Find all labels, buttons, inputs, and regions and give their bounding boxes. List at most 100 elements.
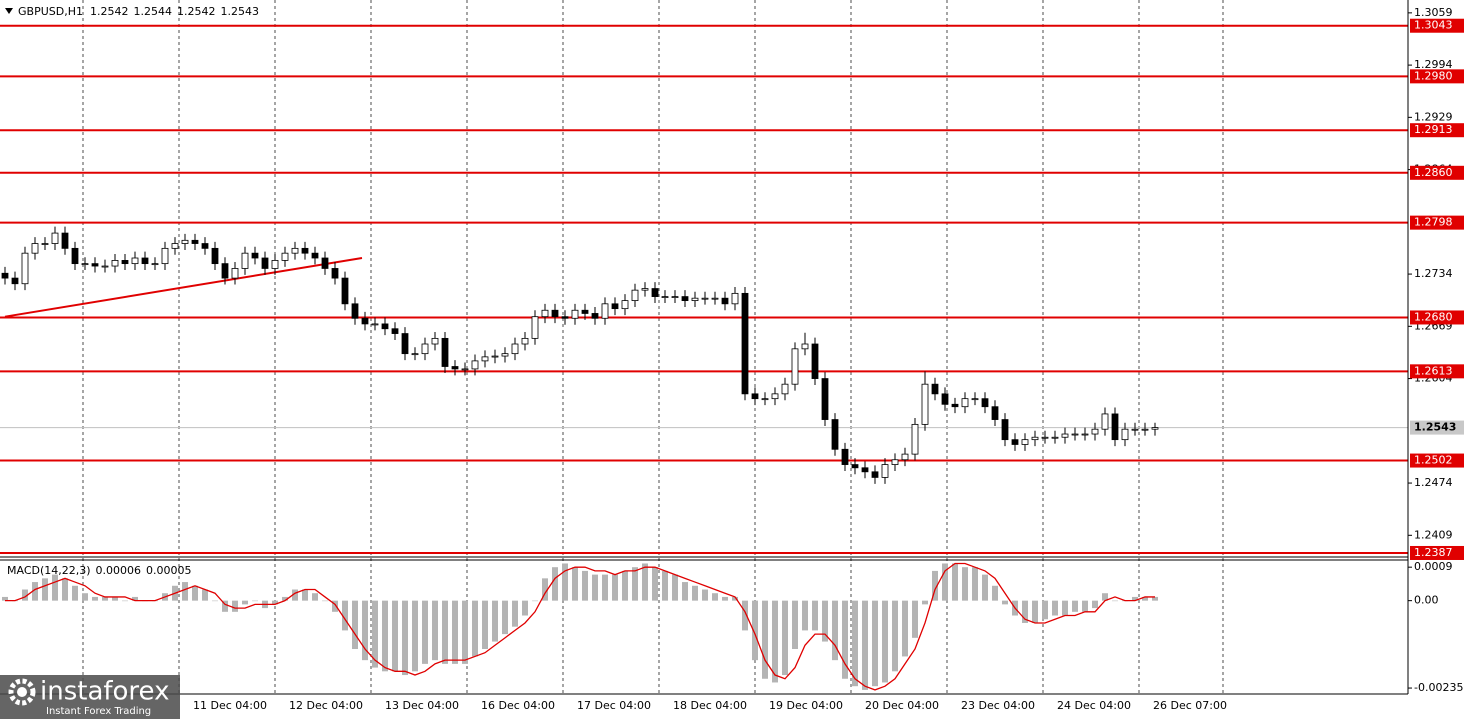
candle-body [51,232,59,244]
candle-body [511,343,519,355]
x-tick-label: 16 Dec 04:00 [481,699,555,712]
macd-bar [652,567,658,601]
candle-body [771,393,779,400]
macd-bar [1052,600,1058,616]
macd-bar [132,596,138,601]
macd-bar [682,582,688,601]
macd-bar [862,600,868,690]
candle-body [191,239,199,244]
candle-body [661,296,669,298]
candle-body [741,292,749,395]
candle-body [1151,427,1159,430]
macd-bar [382,600,388,672]
x-tick-label: 26 Dec 07:00 [1153,699,1227,712]
current-price-box [1410,420,1464,435]
candle-body [951,403,959,408]
candle-body [281,252,289,261]
candle-body [481,356,489,362]
macd-bar [622,570,628,601]
macd-header: MACD(14,22,3) 0.00006 0.00005 [7,564,192,577]
symbol: GBPUSD,H1 [18,5,83,18]
candle-body [631,289,639,302]
macd-bar [312,593,318,601]
candle-body [751,393,759,400]
candle-body [321,257,329,269]
candle-body [231,268,239,279]
candle-body [651,288,659,297]
candle-body [381,323,389,330]
candle-body [161,247,169,265]
trend-line [4,257,363,318]
macd-bar [282,596,288,601]
candle-body [1081,433,1089,436]
y-tick-label: 1.3059 [1414,6,1453,19]
macd-bar [592,574,598,601]
candle-body [621,300,629,310]
macd-bar [1072,600,1078,612]
candle-body [1121,428,1129,441]
candle-body [491,355,499,358]
candle-body [801,343,809,350]
candle-body [61,232,69,249]
candle-body [1131,428,1139,431]
candle-body [1061,433,1069,438]
candle-body [111,260,119,267]
candle-body [921,383,929,425]
macd-bar [452,600,458,664]
macd-bar [852,600,858,687]
macd-bar [532,600,538,602]
candle-body [91,263,99,267]
candle-body [971,398,979,401]
candle-body [811,343,819,379]
macd-bar [1022,600,1028,623]
macd-bar [222,600,228,612]
candle-body [531,316,539,339]
candle-body [391,328,399,334]
candle-body [1101,413,1109,430]
level-label: 1.2613 [1414,364,1453,377]
macd-bar [702,589,708,601]
candle-body [681,296,689,302]
candle-body [401,333,409,355]
macd-bar [752,600,758,661]
macd-bar [982,574,988,601]
level-label-box [1410,123,1464,138]
macd-bar [972,567,978,601]
logo-gear [8,678,36,706]
macd-bar [952,563,958,601]
macd-bar [722,596,728,601]
chart-header: GBPUSD,H1 1.2542 1.2544 1.2542 1.2543 [18,5,259,18]
candle-body [1041,436,1049,439]
macd-bar [1042,600,1048,620]
macd-bar [922,600,928,605]
y-tick-label: 1.2994 [1414,58,1453,71]
candle-body [721,297,729,305]
y-tick-label: 0.0009 [1414,560,1453,573]
candle-body [691,297,699,302]
macd-bar [332,600,338,612]
candle-body [291,247,299,254]
macd-bar [632,567,638,601]
macd-bar [232,600,238,612]
candle-body [181,239,189,244]
macd-bar [542,578,548,601]
level-label-box [1410,545,1464,560]
x-tick-label: 18 Dec 04:00 [673,699,747,712]
candle-body [891,459,899,465]
dropdown-icon[interactable] [5,8,13,14]
candle-body [131,257,139,265]
candle-body [831,419,839,450]
candle-body [431,337,439,345]
header-open: 1.2542 [90,5,129,18]
macd-bar [42,578,48,601]
candle-body [421,343,429,355]
candle-body [461,368,469,371]
level-label-box [1410,364,1464,379]
candle-body [501,353,509,357]
macd-bar [1062,600,1068,616]
candle-body [1111,413,1119,441]
macd-bar [92,596,98,601]
macd-bar [942,563,948,601]
macd-title: MACD(14,22,3) [7,564,91,577]
